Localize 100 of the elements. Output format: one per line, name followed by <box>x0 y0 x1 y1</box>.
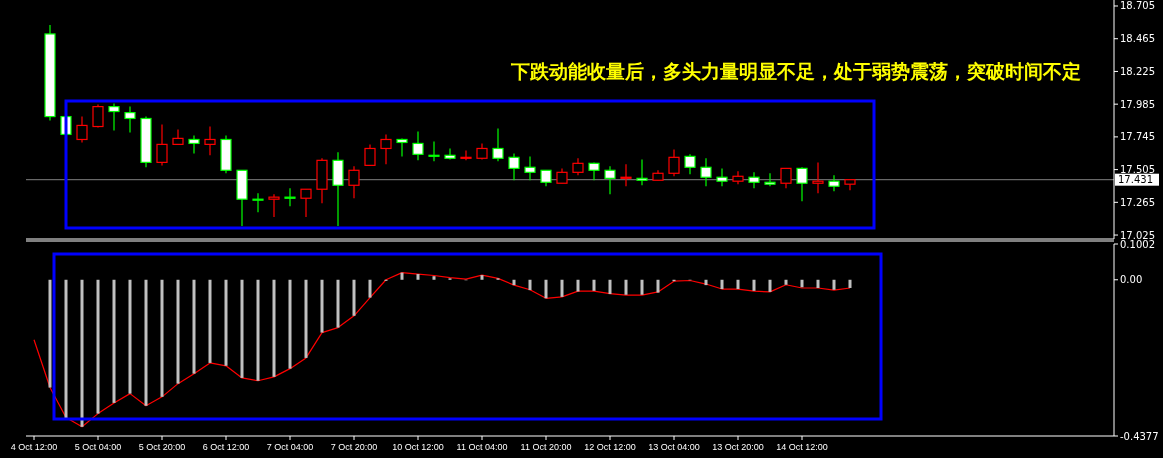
ref-line-label: 17.431 <box>1118 174 1153 186</box>
y-tick-label: 0.00 <box>1120 274 1143 286</box>
candlestick <box>268 193 280 218</box>
bar <box>176 279 180 384</box>
bar <box>544 279 548 299</box>
bar <box>144 279 148 406</box>
candlestick <box>716 167 728 187</box>
bar <box>736 279 740 290</box>
y-tick-label: 17.025 <box>1120 229 1155 241</box>
bar <box>720 279 724 290</box>
bar <box>304 279 308 358</box>
x-tick-label: 4 Oct 12:00 <box>10 442 58 452</box>
y-tick-label: -0.4377 <box>1120 430 1159 442</box>
candlestick <box>460 149 472 161</box>
bar <box>480 275 484 280</box>
x-tick-label: 5 Oct 04:00 <box>74 442 122 452</box>
y-tick-label: 18.225 <box>1120 65 1155 77</box>
bar <box>368 279 372 298</box>
bar <box>832 279 836 290</box>
candlestick <box>364 143 376 166</box>
x-tick-label: 5 Oct 20:00 <box>138 442 186 452</box>
candlestick <box>396 137 408 157</box>
candlestick <box>828 174 840 192</box>
candlestick <box>492 127 504 162</box>
x-tick-label: 13 Oct 04:00 <box>648 442 700 452</box>
candlestick <box>764 172 776 187</box>
bar <box>128 279 132 394</box>
bar <box>528 279 532 291</box>
bar <box>208 279 212 363</box>
candlestick <box>684 153 696 175</box>
candlestick <box>508 152 520 181</box>
x-tick-label: 7 Oct 04:00 <box>266 442 314 452</box>
candlestick <box>780 167 792 189</box>
bar <box>224 279 228 366</box>
bar <box>64 279 68 419</box>
candlestick <box>380 133 392 165</box>
bar <box>160 279 164 397</box>
bar <box>784 279 788 285</box>
bar <box>112 279 116 403</box>
x-tick-label: 7 Oct 20:00 <box>330 442 378 452</box>
candlestick <box>204 125 216 156</box>
bar <box>352 279 356 316</box>
x-tick-label: 14 Oct 12:00 <box>776 442 828 452</box>
bar <box>656 279 660 293</box>
y-tick-label: 17.505 <box>1120 164 1155 176</box>
bar <box>576 279 580 292</box>
candlestick <box>588 161 600 181</box>
bar <box>240 279 244 378</box>
y-tick-label: 17.265 <box>1120 196 1155 208</box>
bar <box>768 279 772 292</box>
bar <box>800 279 804 288</box>
candlestick <box>748 171 760 189</box>
bar <box>752 279 756 291</box>
bar <box>80 279 84 427</box>
bar <box>624 279 628 295</box>
candlestick <box>796 166 808 202</box>
candlestick <box>300 188 312 218</box>
bar <box>256 279 260 381</box>
bar <box>816 279 820 288</box>
candlestick <box>284 187 296 207</box>
bar <box>608 279 612 295</box>
candlestick <box>348 165 360 199</box>
bar <box>560 279 564 297</box>
candlestick <box>636 158 648 186</box>
candlestick <box>188 134 200 154</box>
candlestick <box>812 161 824 194</box>
bar <box>592 279 596 291</box>
y-tick-label: 17.745 <box>1120 131 1155 143</box>
bar <box>336 279 340 328</box>
bar <box>320 279 324 333</box>
bar <box>416 274 420 280</box>
bar <box>512 279 516 286</box>
bar <box>432 276 436 280</box>
annotation: 下跌动能收量后，多头力量明显不足，处于弱势震荡，突破时间不定 <box>510 60 1081 82</box>
candlestick <box>156 123 168 166</box>
candlestick <box>76 115 88 144</box>
candlestick <box>124 106 136 134</box>
x-tick-label: 10 Oct 12:00 <box>392 442 444 452</box>
y-tick-label: 17.985 <box>1120 98 1155 110</box>
bar <box>848 279 852 288</box>
candlestick <box>700 157 712 187</box>
x-tick-label: 11 Oct 20:00 <box>520 442 572 452</box>
y-tick-label: 18.705 <box>1120 0 1155 12</box>
candlestick <box>668 148 680 177</box>
x-tick-label: 13 Oct 20:00 <box>712 442 764 452</box>
bar <box>192 279 196 374</box>
bar <box>640 279 644 295</box>
candlestick <box>620 163 632 187</box>
line-series <box>33 272 851 428</box>
candlestick <box>108 103 120 132</box>
y-tick-label: 0.1002 <box>1120 238 1155 250</box>
x-tick-label: 11 Oct 04:00 <box>456 442 508 452</box>
candlestick <box>444 147 456 160</box>
candlestick <box>524 155 536 181</box>
bar <box>704 279 708 286</box>
candlestick <box>412 130 424 161</box>
candlestick <box>604 165 616 195</box>
x-tick-label: 6 Oct 12:00 <box>202 442 250 452</box>
candlestick <box>252 192 264 213</box>
bar <box>272 279 276 377</box>
